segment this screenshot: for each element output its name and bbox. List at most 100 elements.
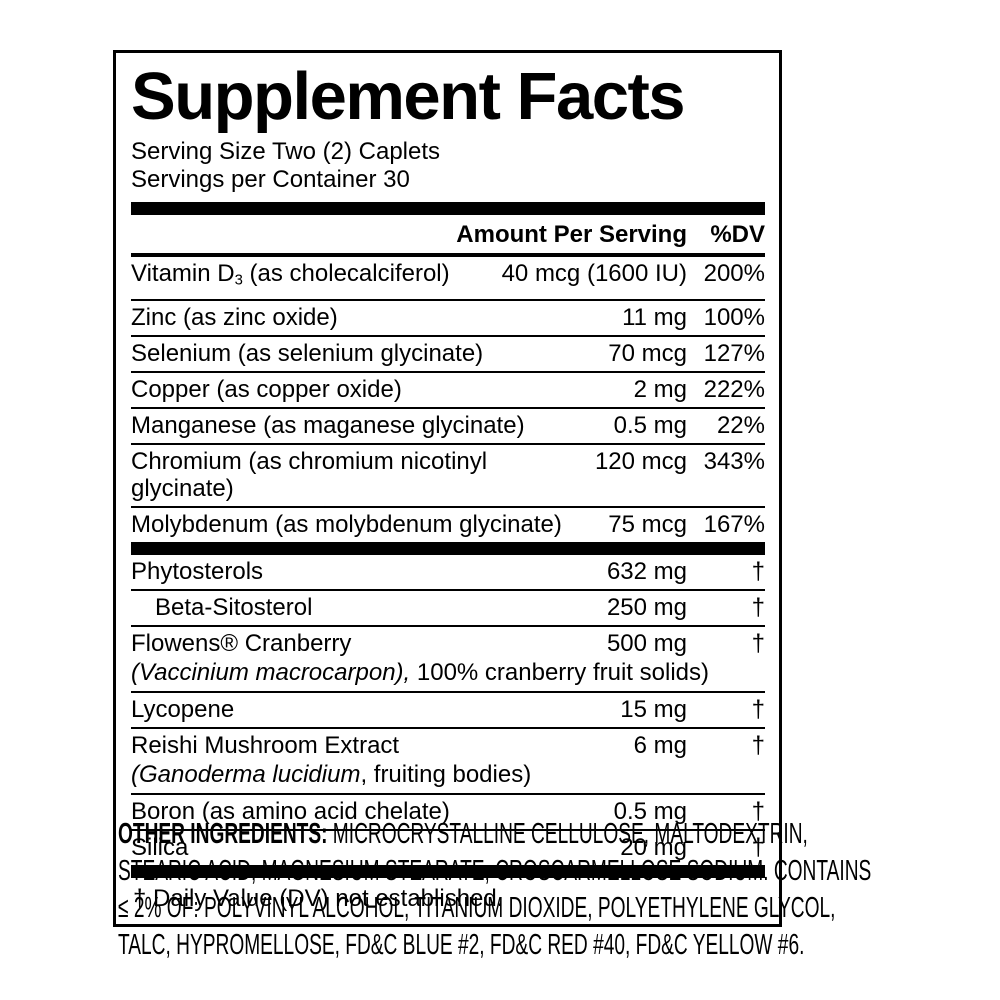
table-row: Beta-Sitosterol 250 mg † bbox=[131, 588, 765, 625]
nutrient-dv: 200% bbox=[703, 260, 765, 287]
nutrient-dv: 127% bbox=[703, 339, 765, 367]
text-segment: Beta-Sitosterol bbox=[155, 593, 313, 621]
nutrient-amount: 70 mcg bbox=[608, 339, 687, 367]
table-row: Vitamin D3 (as cholecalciferol) 40 mcg (1… bbox=[131, 257, 765, 299]
nutrient-name: Molybdenum (as molybdenum glycinate) bbox=[131, 511, 608, 538]
nutrient-amount: 500 mg bbox=[606, 629, 687, 657]
table-row: Molybdenum (as molybdenum glycinate) 75 m… bbox=[131, 505, 765, 542]
nutrient-amount: 11 mg bbox=[622, 303, 687, 331]
table-row: Lycopene 15 mg † bbox=[131, 690, 765, 727]
nutrient-name: Beta-Sitosterol bbox=[131, 594, 607, 621]
table-row: Manganese (as maganese glycinate) 0.5 mg 2… bbox=[131, 406, 765, 443]
nutrient-dv: † bbox=[751, 593, 765, 621]
text-segment: (Vaccinium macrocarpon), bbox=[131, 658, 411, 686]
table-row: Chromium (as chromium nicotinyl glycinat… bbox=[131, 442, 765, 506]
nutrient-sections: Vitamin D3 (as cholecalciferol) 40 mcg (1… bbox=[131, 257, 765, 878]
other-ingredients-line: STEARIC ACID, MAGNESIUM STEARATE, CROSCA… bbox=[118, 855, 872, 887]
nutrient-dv: 22% bbox=[716, 411, 765, 439]
nutrient-dv: 222% bbox=[703, 375, 765, 403]
text-segment: Vitamin D bbox=[131, 260, 235, 287]
other-ingredients-line: ≤ 2% OF: POLYVINYL ALCOHOL, TITANIUM DIO… bbox=[118, 892, 836, 924]
nutrient-name: Vitamin D3 (as cholecalciferol) bbox=[131, 260, 502, 295]
nutrient-section: Phytosterols 632 mg † Beta-Sitosterol 250 mg… bbox=[131, 555, 765, 865]
table-row: Zinc (as zinc oxide) 11 mg 100% bbox=[131, 298, 765, 335]
serving-size: Serving Size Two (2) Caplets bbox=[131, 138, 441, 165]
other-ingredients-heading: OTHER INGREDIENTS: bbox=[118, 818, 328, 850]
panel-title: Supplement Facts bbox=[131, 59, 686, 134]
nutrient-dv: † bbox=[751, 629, 765, 657]
table-row: Copper (as copper oxide) 2 mg 222% bbox=[131, 370, 765, 407]
nutrient-name: Copper (as copper oxide) bbox=[131, 376, 634, 403]
nutrient-dv: † bbox=[751, 833, 765, 861]
table-row: Selenium (as selenium glycinate) 70 mcg 12… bbox=[131, 334, 765, 371]
thick-divider bbox=[131, 864, 765, 878]
text-segment: Phytosterols bbox=[131, 557, 264, 585]
text-segment: Copper (as copper oxide) bbox=[131, 375, 402, 403]
thick-divider bbox=[131, 202, 765, 215]
text-segment: Selenium (as selenium glycinate) bbox=[131, 339, 484, 367]
text-segment: Boron (as amino acid chelate) bbox=[131, 797, 450, 825]
table-row: Flowens® Cranberry 500 mg † (Vaccinium macr… bbox=[131, 624, 765, 691]
text-segment: Lycopene bbox=[131, 695, 235, 723]
nutrient-amount: 0.5 mg bbox=[613, 411, 687, 439]
nutrient-name: Silica bbox=[131, 834, 620, 861]
nutrient-amount: 120 mcg bbox=[594, 447, 687, 475]
nutrient-subline: (Ganoderma lucidium, fruiting bodies) bbox=[131, 761, 765, 793]
nutrient-section: Vitamin D3 (as cholecalciferol) 40 mcg (1… bbox=[131, 257, 765, 542]
other-ingredients-line: OTHER INGREDIENTS: MICROCRYSTALLINE CELL… bbox=[118, 816, 871, 853]
nutrient-name: Reishi Mushroom Extract bbox=[131, 732, 634, 759]
thick-divider bbox=[131, 541, 765, 555]
other-ingredients-text: MICROCRYSTALLINE CELLULOSE, MALTODEXTRIN… bbox=[327, 818, 808, 850]
text-segment: 3 bbox=[234, 272, 243, 289]
column-header-row: Amount Per Serving %DV bbox=[131, 215, 765, 257]
nutrient-dv: † bbox=[751, 797, 765, 825]
nutrient-name: Chromium (as chromium nicotinyl glycinat… bbox=[131, 448, 595, 502]
text-segment: (Ganoderma lucidium bbox=[131, 760, 361, 788]
nutrient-amount: 2 mg bbox=[633, 375, 687, 403]
other-ingredients: OTHER INGREDIENTS: MICROCRYSTALLINE CELL… bbox=[118, 816, 871, 964]
nutrient-name: Phytosterols bbox=[131, 558, 607, 585]
nutrient-dv: 100% bbox=[703, 303, 765, 331]
nutrient-dv: † bbox=[751, 695, 765, 723]
text-segment: Chromium (as chromium nicotinyl glycinat… bbox=[131, 447, 488, 502]
nutrient-amount: 0.5 mg bbox=[613, 797, 687, 825]
text-segment: Flowens® Cranberry bbox=[131, 629, 352, 657]
other-ingredients-line: TALC, HYPROMELLOSE, FD&C BLUE #2, FD&C R… bbox=[118, 929, 805, 961]
text-segment: Reishi Mushroom Extract bbox=[131, 731, 400, 759]
table-row: Phytosterols 632 mg † bbox=[131, 555, 765, 589]
table-row: Boron (as amino acid chelate) 0.5 mg † bbox=[131, 792, 765, 829]
nutrient-name: Selenium (as selenium glycinate) bbox=[131, 340, 608, 367]
text-segment: Molybdenum (as molybdenum glycinate) bbox=[131, 510, 562, 538]
nutrient-amount: 15 mg bbox=[620, 695, 687, 723]
nutrient-subline: (Vaccinium macrocarpon), 100% cranberry … bbox=[131, 659, 765, 691]
table-row: Reishi Mushroom Extract 6 mg † (Ganoderma l… bbox=[131, 726, 765, 793]
supplement-facts-panel: Supplement Facts Serving Size Two (2) Ca… bbox=[113, 50, 782, 927]
nutrient-amount: 250 mg bbox=[606, 593, 687, 621]
servings-per-container: Servings per Container 30 bbox=[131, 166, 410, 193]
nutrient-amount: 632 mg bbox=[606, 557, 687, 585]
nutrient-name: Zinc (as zinc oxide) bbox=[131, 304, 622, 331]
text-segment: , fruiting bodies) bbox=[360, 760, 532, 788]
nutrient-amount: 75 mcg bbox=[608, 510, 687, 538]
nutrient-name: Lycopene bbox=[131, 696, 620, 723]
nutrient-amount: 40 mcg (1600 IU) bbox=[501, 260, 687, 287]
column-header-amount: Amount Per Serving bbox=[456, 221, 687, 248]
nutrient-amount: 20 mg bbox=[620, 833, 687, 861]
table-row: Silica 20 mg † bbox=[131, 828, 765, 865]
nutrient-amount: 6 mg bbox=[633, 731, 687, 759]
column-header-dv: %DV bbox=[710, 221, 765, 248]
text-segment: (as cholecalciferol) bbox=[242, 260, 450, 287]
nutrient-name: Flowens® Cranberry bbox=[131, 630, 607, 657]
text-segment: Silica bbox=[131, 833, 189, 861]
nutrient-name: Manganese (as maganese glycinate) bbox=[131, 412, 614, 439]
nutrient-dv: † bbox=[751, 731, 765, 759]
nutrient-dv: † bbox=[751, 557, 765, 585]
text-segment: Zinc (as zinc oxide) bbox=[131, 303, 338, 331]
nutrient-dv: 167% bbox=[703, 510, 765, 538]
nutrient-name: Boron (as amino acid chelate) bbox=[131, 798, 614, 825]
nutrient-dv: 343% bbox=[703, 447, 765, 475]
dv-footnote: † Daily Value (DV) not established. bbox=[133, 884, 504, 912]
text-segment: Manganese (as maganese glycinate) bbox=[131, 411, 525, 439]
text-segment: 100% cranberry fruit solids) bbox=[410, 658, 709, 686]
